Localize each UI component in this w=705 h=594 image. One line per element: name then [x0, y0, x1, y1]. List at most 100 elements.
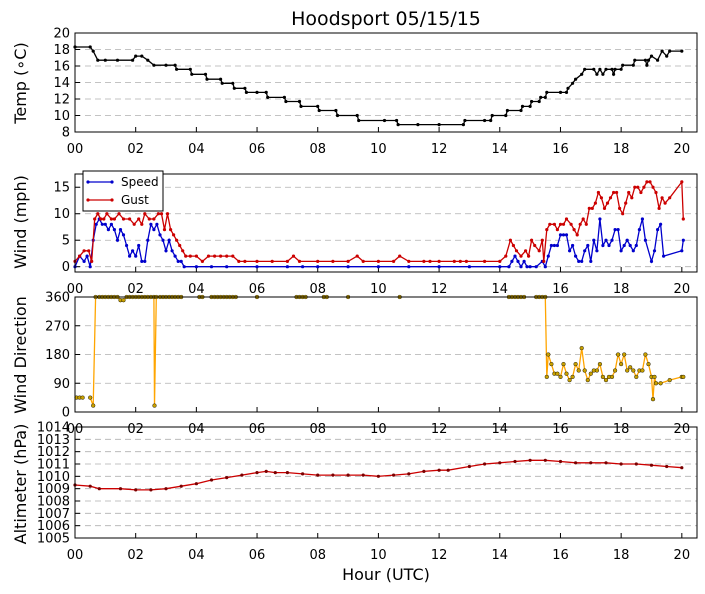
data-point — [146, 58, 150, 62]
x-tick-label: 20 — [674, 282, 691, 297]
data-point — [649, 463, 654, 467]
data-point — [357, 118, 361, 123]
data-point — [604, 67, 608, 71]
data-point — [589, 461, 593, 465]
data-point — [622, 352, 627, 357]
data-point — [599, 196, 604, 200]
y-tick-label: 1010 — [37, 470, 70, 485]
data-point — [88, 484, 92, 488]
data-point — [188, 67, 192, 71]
data-point — [149, 488, 153, 492]
data-point — [519, 108, 523, 113]
x-tick-label: 00 — [67, 282, 84, 297]
data-point — [668, 196, 672, 200]
data-point — [583, 249, 587, 253]
data-point — [203, 72, 208, 76]
data-point — [284, 99, 288, 104]
x-tick-label: 12 — [431, 422, 448, 437]
y-tick-label: 1008 — [37, 495, 70, 510]
data-point — [505, 108, 509, 113]
x-tick-label: 00 — [67, 548, 84, 563]
y-tick-label: 1014 — [37, 421, 70, 436]
data-point — [225, 265, 229, 269]
data-point — [94, 222, 98, 226]
data-point — [642, 185, 646, 189]
data-point — [574, 254, 578, 258]
data-point — [625, 368, 630, 373]
data-point — [225, 254, 229, 258]
y-tick-label: 16 — [53, 60, 70, 75]
data-point — [657, 206, 661, 210]
y-axis-label: Wind Direction — [11, 296, 30, 414]
data-point — [458, 259, 462, 263]
y-axis-label: Wind (mph) — [11, 175, 30, 269]
data-point — [537, 99, 541, 104]
data-point — [105, 212, 109, 216]
data-point — [572, 228, 576, 232]
data-point — [355, 113, 359, 118]
data-point — [182, 265, 186, 269]
x-tick-label: 08 — [309, 282, 326, 297]
data-point — [121, 233, 126, 237]
data-point — [508, 238, 512, 242]
panel-2: 0 5 10 15 00 02 04 06 08 10 12 14 16 18 20 Wind (mph) Sp… — [11, 170, 698, 297]
data-point — [573, 362, 578, 367]
data-point — [346, 265, 350, 269]
data-point — [681, 238, 685, 242]
data-point — [87, 249, 91, 253]
data-point — [631, 368, 636, 373]
data-point — [605, 201, 610, 205]
x-tick-label: 18 — [613, 548, 630, 563]
x-tick-label: 08 — [309, 142, 326, 157]
data-point — [361, 473, 365, 477]
data-point — [285, 265, 289, 269]
x-tick-label: 06 — [249, 142, 266, 157]
data-point — [335, 113, 340, 118]
data-point — [681, 374, 686, 379]
data-point — [219, 254, 223, 258]
data-point — [264, 90, 268, 94]
data-point — [285, 471, 289, 475]
data-point — [134, 54, 138, 58]
x-tick-label: 16 — [552, 548, 569, 563]
data-point — [587, 206, 591, 210]
x-tick-label: 20 — [674, 422, 691, 437]
y-axis-label: Temp (∘C) — [11, 42, 30, 124]
data-point — [428, 259, 432, 263]
data-point — [564, 217, 569, 221]
data-point — [103, 222, 107, 226]
data-point — [634, 243, 638, 248]
data-point — [165, 212, 170, 216]
data-point — [255, 265, 259, 269]
data-point — [519, 254, 523, 258]
x-tick-label: 16 — [552, 142, 569, 157]
data-point — [633, 58, 637, 62]
data-point — [582, 368, 587, 373]
data-point — [592, 67, 596, 71]
data-point — [297, 259, 302, 263]
data-point — [627, 190, 631, 195]
y-tick-label: 15 — [53, 181, 70, 196]
data-point — [184, 254, 188, 258]
data-point — [631, 63, 635, 67]
data-point — [334, 108, 338, 113]
data-point — [566, 86, 570, 90]
y-tick-label: 0 — [62, 260, 70, 275]
data-point — [244, 90, 248, 94]
x-tick-label: 02 — [127, 548, 144, 563]
legend-marker — [110, 180, 114, 184]
data-point — [586, 243, 590, 248]
data-point — [376, 265, 380, 269]
data-point — [579, 346, 584, 351]
data-point — [231, 81, 235, 85]
data-point — [498, 259, 502, 263]
x-tick-label: 04 — [188, 548, 205, 563]
data-point — [624, 201, 628, 205]
data-point — [546, 352, 551, 357]
x-tick-label: 10 — [370, 142, 387, 157]
y-tick-label: 10 — [53, 109, 70, 124]
data-point — [219, 77, 223, 81]
data-point — [604, 461, 608, 465]
data-point — [243, 259, 247, 263]
data-point — [88, 265, 92, 269]
